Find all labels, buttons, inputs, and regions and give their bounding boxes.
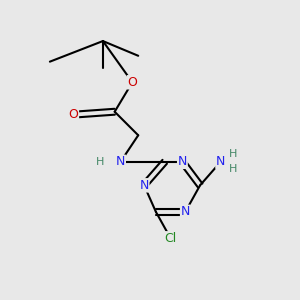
Text: H: H (96, 157, 104, 167)
Text: Cl: Cl (164, 232, 177, 245)
Text: N: N (181, 205, 190, 218)
Text: N: N (140, 179, 149, 192)
Text: N: N (216, 155, 225, 168)
Text: N: N (178, 155, 187, 168)
Text: N: N (116, 155, 125, 168)
Text: O: O (128, 76, 137, 89)
Text: H: H (229, 164, 237, 174)
Text: H: H (229, 148, 237, 158)
Text: O: O (68, 108, 78, 121)
